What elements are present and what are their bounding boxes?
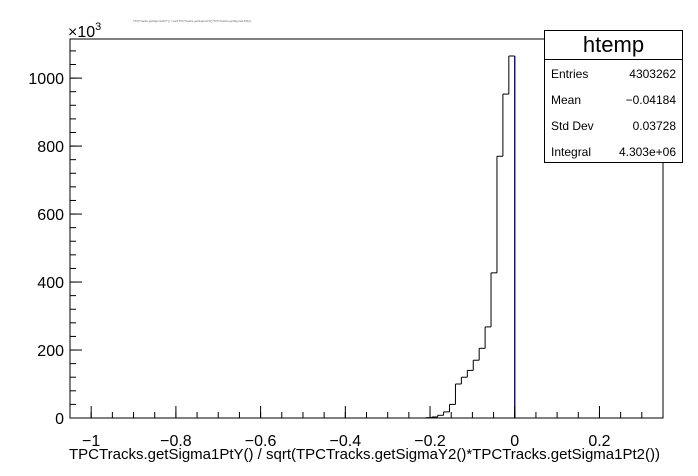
x-tick-label: 0.2 xyxy=(588,433,610,450)
x-tick-label: −0.2 xyxy=(414,433,446,450)
stats-label: Std Dev xyxy=(551,119,594,133)
y-tick-label: 600 xyxy=(37,207,64,224)
x-tick-label: −0.6 xyxy=(245,433,277,450)
stats-value: 4303262 xyxy=(629,67,676,81)
x-tick-label: −0.4 xyxy=(330,433,362,450)
y-axis-ticks: 0 200 400 600 800 1000 xyxy=(28,50,82,428)
stats-label: Integral xyxy=(551,145,592,159)
histogram-bins xyxy=(425,55,521,419)
y-tick-label: 400 xyxy=(37,275,64,292)
x-tick-label: −1 xyxy=(82,433,100,450)
y-axis-multiplier: ×103 xyxy=(68,21,101,41)
chart-title: TPCTracks.getSigma1PtY() / sqrt(TPCTrack… xyxy=(133,19,252,23)
stats-box: htemp Entries 4303262 Mean −0.04184 Std … xyxy=(544,30,683,163)
stats-label: Entries xyxy=(551,67,589,81)
stats-value: 0.03728 xyxy=(632,119,676,133)
stats-row-entries: Entries 4303262 xyxy=(545,60,682,86)
x-tick-label: −0.8 xyxy=(160,433,192,450)
stats-value: 4.303e+06 xyxy=(618,145,676,159)
y-tick-label: 0 xyxy=(55,411,64,428)
x-axis-label: TPCTracks.getSigma1PtY() / sqrt(TPCTrack… xyxy=(69,446,660,463)
x-tick-label: 0 xyxy=(510,433,519,450)
stats-row-integral: Integral 4.303e+06 xyxy=(545,138,682,164)
stats-row-stddev: Std Dev 0.03728 xyxy=(545,112,682,138)
stats-row-mean: Mean −0.04184 xyxy=(545,86,682,112)
stats-value: −0.04184 xyxy=(625,93,676,107)
stats-title: htemp xyxy=(545,31,682,60)
stats-label: Mean xyxy=(551,93,582,107)
y-tick-label: 200 xyxy=(37,343,64,360)
y-tick-label: 800 xyxy=(37,139,64,156)
y-tick-label: 1000 xyxy=(28,71,64,88)
x-axis-ticks: −1 −0.8 −0.6 −0.4 −0.2 0 0.2 xyxy=(69,406,664,450)
